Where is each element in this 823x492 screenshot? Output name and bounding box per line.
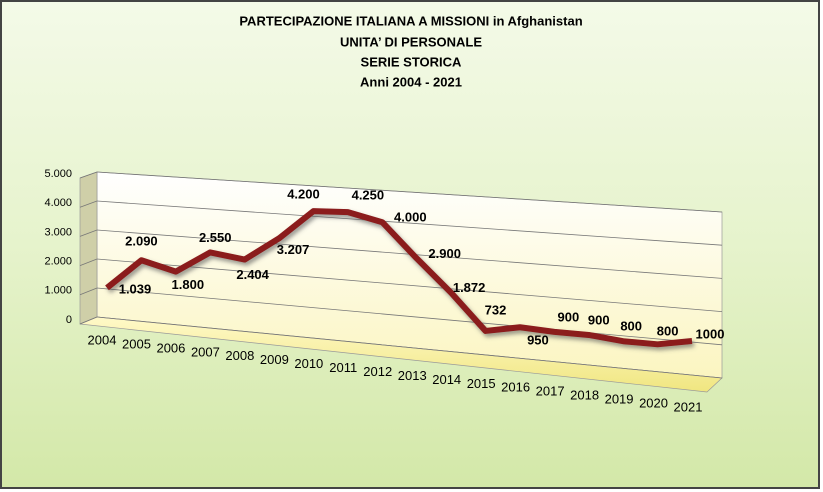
grid-line — [96, 258, 723, 312]
x-tick-label: 2009 — [260, 352, 289, 367]
value-label: 1000 — [696, 326, 725, 341]
value-label: 800 — [620, 319, 642, 334]
x-tick-label: 2011 — [329, 360, 357, 375]
grid-line — [96, 200, 723, 246]
x-tick-label: 2014 — [432, 372, 461, 387]
grid-line — [96, 316, 723, 379]
chart-subtitle: SERIE STORICA — [361, 54, 463, 69]
grid-line — [79, 171, 98, 179]
grid-line — [96, 287, 723, 346]
y-tick-label: 1.000 — [44, 285, 72, 297]
grid-line — [79, 258, 98, 266]
y-tick-label: 2.000 — [44, 256, 72, 268]
value-label: 4.250 — [352, 188, 385, 203]
x-tick-label: 2020 — [639, 395, 668, 410]
value-label: 1.800 — [172, 277, 205, 292]
value-label: 950 — [527, 333, 549, 348]
value-label: 2.090 — [125, 234, 158, 249]
data-line — [105, 208, 693, 348]
y-tick-label: 5.000 — [44, 168, 72, 180]
x-tick-label: 2017 — [536, 384, 565, 399]
grid-line — [79, 316, 98, 325]
chart-title: PARTECIPAZIONE ITALIANA A MISSIONI in Af… — [239, 13, 582, 28]
value-label: 2.900 — [428, 246, 461, 261]
value-label: 900 — [558, 309, 580, 324]
y-tick-label: 0 — [66, 314, 72, 326]
value-label: 2.550 — [199, 230, 232, 245]
x-tick-label: 2008 — [225, 348, 254, 363]
value-label: 3.207 — [277, 242, 310, 257]
titles: PARTECIPAZIONE ITALIANA A MISSIONI in Af… — [239, 13, 582, 89]
value-label: 732 — [485, 302, 507, 317]
y-tick-label: 4.000 — [44, 197, 72, 209]
x-tick-label: 2016 — [501, 380, 530, 395]
value-label: 800 — [657, 324, 679, 339]
grid-line — [79, 200, 98, 208]
value-label: 900 — [588, 312, 610, 327]
chart-subtitle: Anni 2004 - 2021 — [360, 74, 462, 89]
x-tick-label: 2004 — [88, 332, 117, 347]
value-label: 2.404 — [236, 267, 269, 282]
grid-line — [79, 229, 98, 237]
chart-subtitle: UNITA’ DI PERSONALE — [340, 34, 482, 49]
x-tick-label: 2005 — [122, 336, 151, 351]
grid-line — [96, 171, 723, 213]
value-label: 4.200 — [287, 187, 320, 202]
value-label: 1.872 — [453, 280, 486, 295]
value-label: 4.000 — [394, 210, 427, 225]
x-tick-label: 2010 — [294, 356, 323, 371]
x-tick-label: 2013 — [398, 368, 427, 383]
value-label: 1.039 — [119, 281, 152, 296]
side-wall — [79, 171, 98, 325]
y-tick-label: 3.000 — [44, 226, 72, 238]
x-tick-label: 2006 — [156, 340, 185, 355]
x-tick-label: 2021 — [674, 399, 703, 414]
x-tick-label: 2012 — [363, 364, 392, 379]
x-tick-label: 2015 — [467, 376, 496, 391]
x-tick-label: 2018 — [570, 388, 599, 403]
x-tick-label: 2007 — [191, 344, 220, 359]
x-tick-label: 2019 — [605, 392, 634, 407]
grid-line — [79, 287, 98, 296]
